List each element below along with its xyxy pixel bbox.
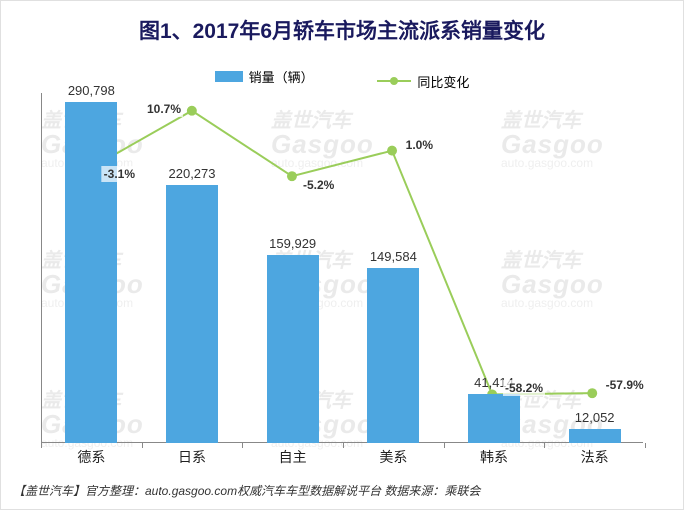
chart-container: 盖世汽车Gasgooauto.gasgoo.com盖世汽车Gasgooauto.… bbox=[0, 0, 684, 510]
footer-note: 【盖世汽车】官方整理：auto.gasgoo.com权威汽车车型数据解说平台 数… bbox=[13, 482, 480, 499]
x-tick bbox=[544, 443, 545, 448]
legend-item-line: 同比变化 bbox=[377, 72, 469, 91]
legend-bar-label: 销量（辆） bbox=[249, 67, 314, 86]
bar bbox=[468, 394, 520, 443]
bar-value-label: 159,929 bbox=[269, 236, 316, 251]
category-label: 韩系 bbox=[480, 447, 508, 467]
legend-line-label: 同比变化 bbox=[417, 72, 469, 91]
bar bbox=[65, 102, 117, 443]
x-tick bbox=[142, 443, 143, 448]
bar bbox=[166, 185, 218, 443]
x-tick bbox=[343, 443, 344, 448]
bar-value-label: 149,584 bbox=[370, 249, 417, 264]
x-tick bbox=[41, 443, 42, 448]
line-series bbox=[41, 93, 643, 443]
bar-value-label: 220,273 bbox=[169, 166, 216, 181]
category-label: 法系 bbox=[581, 447, 609, 467]
line-point-label: -5.2% bbox=[301, 177, 336, 193]
line-point-label: 10.7% bbox=[145, 101, 183, 117]
bar bbox=[267, 255, 319, 443]
x-tick bbox=[242, 443, 243, 448]
legend-bar-swatch bbox=[215, 71, 243, 82]
bar bbox=[569, 429, 621, 443]
bar-value-label: 12,052 bbox=[575, 410, 615, 425]
category-label: 自主 bbox=[279, 447, 307, 467]
chart-title: 图1、2017年6月轿车市场主流派系销量变化 bbox=[1, 15, 683, 45]
line-point-label: -58.2% bbox=[503, 380, 545, 396]
category-label: 美系 bbox=[379, 447, 407, 467]
x-tick bbox=[645, 443, 646, 448]
bar-value-label: 290,798 bbox=[68, 83, 115, 98]
legend-item-bars: 销量（辆） bbox=[215, 67, 314, 86]
category-label: 德系 bbox=[77, 447, 105, 467]
line-point-label: 1.0% bbox=[404, 137, 435, 153]
category-label: 日系 bbox=[178, 447, 206, 467]
x-tick bbox=[444, 443, 445, 448]
legend-line-swatch bbox=[377, 80, 411, 82]
line-point-label: -57.9% bbox=[604, 377, 646, 393]
bar bbox=[367, 268, 419, 444]
plot-area: 290,798德系220,273日系159,929自主149,584美系41,4… bbox=[41, 93, 643, 443]
line-point-label: -3.1% bbox=[102, 166, 137, 182]
